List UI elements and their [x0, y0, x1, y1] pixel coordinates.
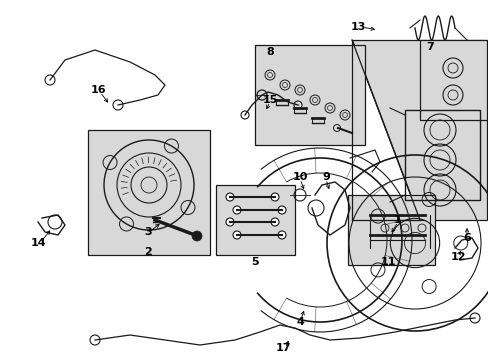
Circle shape [225, 193, 234, 201]
Text: 12: 12 [449, 252, 465, 262]
Text: 1: 1 [393, 215, 401, 225]
Circle shape [270, 193, 279, 201]
Text: 6: 6 [462, 233, 470, 243]
Text: 11: 11 [380, 257, 395, 267]
Text: 8: 8 [265, 47, 273, 57]
Text: 3: 3 [144, 227, 151, 237]
Circle shape [232, 206, 241, 214]
Text: 16: 16 [90, 85, 105, 95]
Text: 17: 17 [275, 343, 290, 353]
Bar [254, 45, 364, 145]
Text: 5: 5 [251, 257, 258, 267]
Bar [404, 110, 479, 200]
Circle shape [278, 231, 285, 239]
Circle shape [270, 218, 279, 226]
Text: 7: 7 [425, 42, 433, 52]
Circle shape [192, 231, 202, 241]
Text: 13: 13 [349, 22, 365, 32]
Text: 4: 4 [295, 317, 304, 327]
Text: 15: 15 [262, 95, 277, 105]
Polygon shape [351, 40, 486, 220]
Bar [216, 185, 294, 255]
Bar [419, 40, 486, 120]
Text: 10: 10 [292, 172, 307, 182]
Circle shape [232, 231, 241, 239]
Text: 14: 14 [30, 238, 46, 248]
Text: 9: 9 [322, 172, 329, 182]
Circle shape [278, 206, 285, 214]
Bar [88, 130, 209, 255]
Bar [347, 195, 434, 265]
Circle shape [225, 218, 234, 226]
Text: 2: 2 [144, 247, 152, 257]
